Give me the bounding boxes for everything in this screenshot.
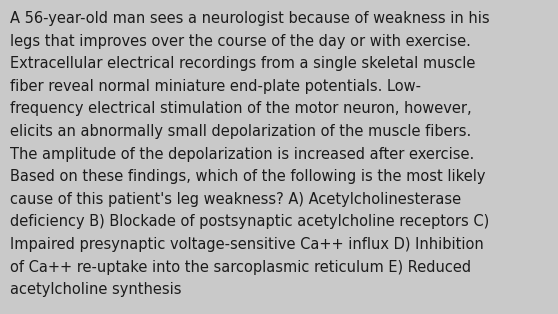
Text: Impaired presynaptic voltage-sensitive Ca++ influx D) Inhibition: Impaired presynaptic voltage-sensitive C… (10, 237, 484, 252)
Text: elicits an abnormally small depolarization of the muscle fibers.: elicits an abnormally small depolarizati… (10, 124, 472, 139)
Text: cause of this patient's leg weakness? A) Acetylcholinesterase: cause of this patient's leg weakness? A)… (10, 192, 461, 207)
Text: Based on these findings, which of the following is the most likely: Based on these findings, which of the fo… (10, 169, 485, 184)
Text: The amplitude of the depolarization is increased after exercise.: The amplitude of the depolarization is i… (10, 147, 474, 162)
Text: acetylcholine synthesis: acetylcholine synthesis (10, 282, 181, 297)
Text: frequency electrical stimulation of the motor neuron, however,: frequency electrical stimulation of the … (10, 101, 472, 116)
Text: legs that improves over the course of the day or with exercise.: legs that improves over the course of th… (10, 34, 471, 49)
Text: of Ca++ re-uptake into the sarcoplasmic reticulum E) Reduced: of Ca++ re-uptake into the sarcoplasmic … (10, 260, 471, 275)
Text: A 56-year-old man sees a neurologist because of weakness in his: A 56-year-old man sees a neurologist bec… (10, 11, 490, 26)
Text: Extracellular electrical recordings from a single skeletal muscle: Extracellular electrical recordings from… (10, 56, 475, 71)
Text: deficiency B) Blockade of postsynaptic acetylcholine receptors C): deficiency B) Blockade of postsynaptic a… (10, 214, 489, 230)
Text: fiber reveal normal miniature end-plate potentials. Low-: fiber reveal normal miniature end-plate … (10, 79, 421, 94)
